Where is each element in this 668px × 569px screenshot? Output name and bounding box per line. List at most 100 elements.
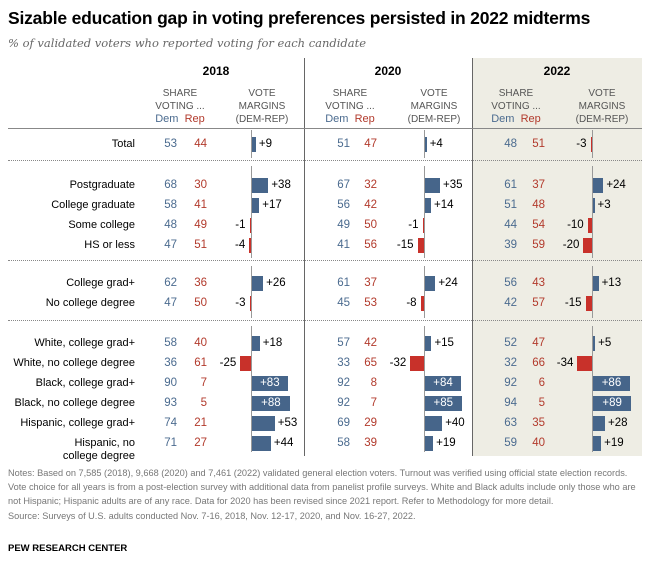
column-separator [472, 58, 473, 456]
dem-margin-bar [252, 396, 290, 411]
voting-label: VOTING ... [491, 101, 541, 112]
rep-share-value: 35 [532, 417, 545, 429]
voting-label: VOTING ... [325, 101, 375, 112]
share-label: SHARE [162, 88, 198, 99]
zero-axis [251, 166, 252, 258]
dem-share-value: 68 [164, 179, 177, 191]
rep-share-value: 21 [194, 417, 207, 429]
dem-label: Dem [155, 113, 179, 125]
margin-label: -34 [556, 357, 574, 369]
margin-label: +44 [273, 437, 294, 449]
share-voting-header: SHARE VOTING ... Dem Rep [486, 87, 546, 126]
vote-margins-header: VOTE MARGINS (DEM-REP) [562, 87, 642, 126]
group-divider [8, 160, 642, 161]
rep-share-value: 44 [194, 138, 207, 150]
vote-margins-header: VOTE MARGINS (DEM-REP) [394, 87, 474, 126]
rep-share-value: 39 [364, 437, 377, 449]
zero-axis [424, 266, 425, 318]
dem-share-value: 94 [504, 397, 517, 409]
margin-label: +15 [434, 337, 454, 349]
dem-margin-bar [593, 336, 596, 351]
rep-share-value: 29 [364, 417, 377, 429]
margin-label: -1 [235, 219, 246, 231]
rep-share-value: 48 [532, 199, 545, 211]
margin-label: +26 [266, 277, 286, 289]
margin-label: +14 [434, 199, 454, 211]
row-label: White, no college degree [13, 357, 135, 369]
margin-label: +18 [262, 337, 283, 349]
zero-axis [592, 326, 593, 452]
vote-label: VOTE [420, 88, 448, 99]
row-label: Black, no college degree [14, 397, 135, 409]
dem-rep-diff-label: (DEM-REP) [407, 114, 461, 125]
row-label: Postgraduate [69, 179, 135, 191]
year-header: 2018 [202, 64, 230, 78]
margin-label: +38 [271, 179, 291, 191]
dem-share-value: 58 [164, 337, 177, 349]
dem-share-value: 48 [164, 219, 177, 231]
dem-margin-bar [252, 436, 271, 451]
share-label: SHARE [498, 88, 534, 99]
row-label: Hispanic, college grad+ [20, 417, 135, 429]
dem-margin-bar [425, 376, 462, 391]
dem-margin-bar [425, 178, 441, 193]
rep-margin-bar [249, 238, 251, 253]
dem-share-value: 51 [504, 199, 517, 211]
rep-margin-bar [417, 238, 424, 253]
zero-axis [251, 130, 252, 158]
dem-rep-diff-label: (DEM-REP) [575, 114, 629, 125]
vote-label: VOTE [248, 88, 276, 99]
rep-share-value: 40 [532, 437, 545, 449]
voting-label: VOTING ... [155, 101, 205, 112]
dem-rep-label: Dem Rep [320, 113, 380, 126]
dem-share-value: 61 [504, 179, 517, 191]
dem-rep-diff-label: (DEM-REP) [235, 114, 289, 125]
row-label: White, college grad+ [34, 337, 135, 349]
dem-margin-bar [252, 198, 260, 213]
row-label: Black, college grad+ [35, 377, 135, 389]
margin-label: +19 [604, 437, 624, 449]
rep-share-value: 43 [532, 277, 545, 289]
margin-label: +83 [260, 377, 280, 389]
dem-share-value: 58 [337, 437, 350, 449]
rep-margin-bar [240, 356, 251, 371]
dem-share-value: 52 [504, 337, 517, 349]
notes-text: Notes: Based on 7,585 (2018), 9,668 (202… [8, 468, 636, 507]
margin-label: +5 [598, 337, 612, 349]
rep-label: Rep [184, 113, 205, 125]
rep-share-value: 51 [194, 239, 207, 251]
dem-share-value: 93 [164, 397, 177, 409]
margin-label: -3 [235, 297, 246, 309]
row-label: HS or less [84, 239, 135, 251]
group-divider [8, 320, 642, 321]
dem-share-value: 36 [164, 357, 177, 369]
rep-margin-bar [249, 296, 251, 311]
rep-margin-bar [422, 218, 424, 233]
rep-label: Rep [354, 113, 375, 125]
dem-share-value: 92 [337, 397, 350, 409]
rep-margin-bar [583, 238, 592, 253]
margin-label: +86 [601, 377, 622, 389]
dem-share-value: 90 [164, 377, 177, 389]
dem-margin-bar [593, 178, 604, 193]
margin-label: -4 [235, 239, 246, 251]
dem-share-value: 48 [504, 138, 517, 150]
dem-share-value: 71 [164, 437, 177, 449]
row-label: Total [111, 138, 135, 150]
rep-share-value: 37 [364, 277, 377, 289]
rep-share-value: 56 [364, 239, 377, 251]
column-separator [304, 58, 305, 456]
dem-share-value: 63 [504, 417, 517, 429]
rep-margin-bar [410, 356, 424, 371]
dem-margin-bar [425, 336, 432, 351]
rep-share-value: 42 [364, 199, 377, 211]
source-text: Source: Surveys of U.S. adults conducted… [8, 510, 416, 521]
rep-share-value: 47 [532, 337, 545, 349]
margin-label: +89 [602, 397, 622, 409]
dem-margin-bar [425, 396, 462, 411]
dem-share-value: 74 [164, 417, 177, 429]
rep-share-value: 59 [532, 239, 545, 251]
dem-margin-bar [252, 178, 269, 193]
margin-label: +84 [433, 377, 453, 389]
dem-share-value: 41 [337, 239, 350, 251]
